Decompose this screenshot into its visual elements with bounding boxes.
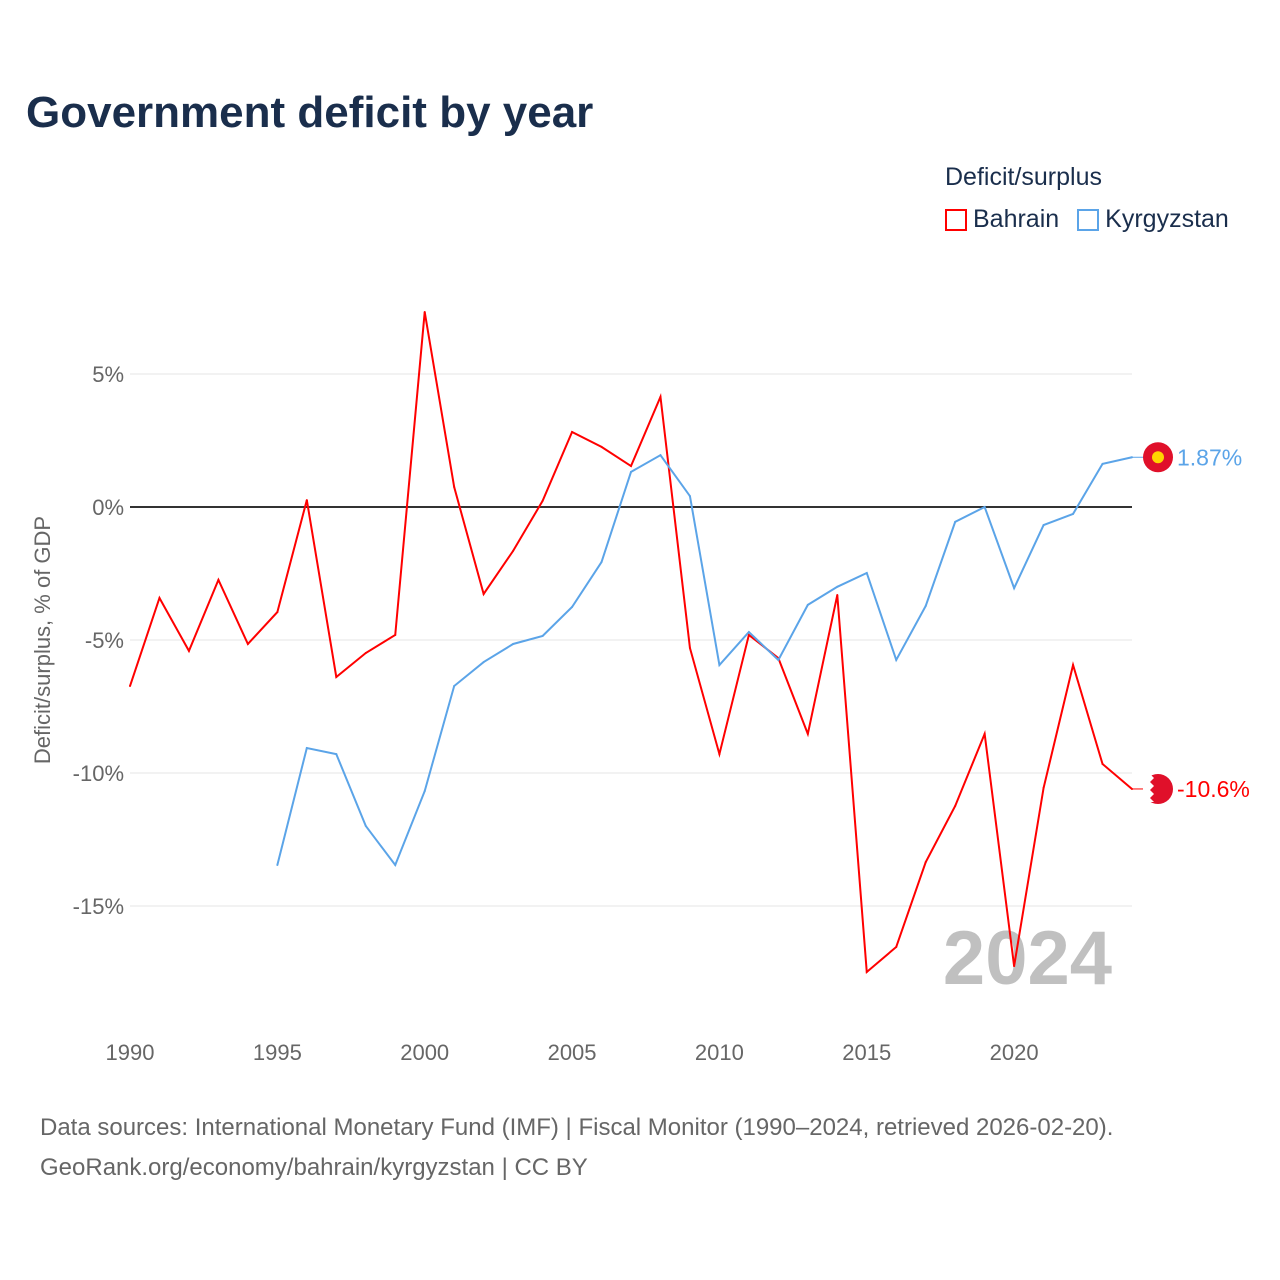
x-tick-label: 2005 <box>548 1040 597 1065</box>
data-point-kyrgyzstan <box>364 824 367 827</box>
y-tick-label: 5% <box>92 362 124 387</box>
legend-label-bahrain: Bahrain <box>973 205 1060 233</box>
data-point-kyrgyzstan <box>394 864 397 867</box>
x-tick-label: 2010 <box>695 1040 744 1065</box>
data-point-bahrain <box>1013 965 1016 968</box>
data-point-kyrgyzstan <box>453 685 456 688</box>
data-point-bahrain <box>895 945 898 948</box>
data-point-kyrgyzstan <box>747 631 750 634</box>
data-point-bahrain <box>600 445 603 448</box>
data-point-bahrain <box>688 646 691 649</box>
data-point-kyrgyzstan <box>512 642 515 645</box>
chart-title: Government deficit by year <box>26 88 594 137</box>
data-point-bahrain <box>630 465 632 468</box>
data-point-bahrain <box>806 732 809 735</box>
data-point-kyrgyzstan <box>423 790 426 793</box>
data-point-bahrain <box>954 804 957 807</box>
data-point-bahrain <box>364 652 367 655</box>
watermark-year: 2024 <box>943 916 1112 1001</box>
data-point-kyrgyzstan <box>305 746 308 749</box>
y-tick-label: -15% <box>73 894 124 919</box>
data-point-bahrain <box>187 649 190 652</box>
data-point-kyrgyzstan <box>659 454 662 457</box>
legend-swatch-bahrain <box>945 208 967 231</box>
data-point-bahrain <box>1072 664 1075 667</box>
data-point-bahrain <box>718 753 721 756</box>
data-point-kyrgyzstan <box>541 635 544 638</box>
y-axis-label: Deficit/surplus, % of GDP <box>30 516 55 764</box>
data-point-kyrgyzstan <box>836 585 839 588</box>
y-tick-label: -10% <box>73 761 124 786</box>
flag-kyrgyzstan-sun <box>1152 451 1164 464</box>
data-point-kyrgyzstan <box>1013 587 1016 590</box>
y-tick-label: -5% <box>85 628 124 653</box>
data-point-bahrain <box>394 633 397 636</box>
data-point-kyrgyzstan <box>1042 524 1045 527</box>
data-point-bahrain <box>571 430 574 433</box>
data-point-kyrgyzstan <box>895 658 898 661</box>
data-point-kyrgyzstan <box>630 470 632 473</box>
data-point-bahrain <box>246 642 249 645</box>
data-point-kyrgyzstan <box>924 604 927 607</box>
data-point-bahrain <box>1042 786 1045 789</box>
data-point-bahrain <box>865 970 868 973</box>
source-line-1: Data sources: International Monetary Fun… <box>40 1114 1114 1141</box>
data-point-bahrain <box>1101 762 1104 765</box>
series-line-kyrgyzstan <box>276 453 1133 868</box>
data-point-bahrain <box>541 499 544 502</box>
data-point-bahrain <box>836 594 839 597</box>
legend-item-bahrain[interactable]: Bahrain <box>945 205 1059 234</box>
legend: Bahrain Kyrgyzstan <box>945 205 1229 234</box>
data-point-kyrgyzstan <box>865 571 868 574</box>
data-point-bahrain <box>512 549 515 552</box>
data-point-kyrgyzstan <box>335 753 338 756</box>
data-point-bahrain <box>924 861 927 864</box>
data-point-kyrgyzstan <box>806 603 809 606</box>
data-point-bahrain <box>983 732 986 735</box>
series-line-bahrain <box>129 311 1133 974</box>
data-point-bahrain <box>276 611 279 614</box>
data-point-kyrgyzstan <box>482 661 485 664</box>
data-point-kyrgyzstan <box>276 864 279 867</box>
x-tick-label: 1990 <box>106 1040 155 1065</box>
data-point-kyrgyzstan <box>1072 512 1075 515</box>
data-point-bahrain <box>747 633 750 636</box>
x-tick-label: 2000 <box>400 1040 449 1065</box>
x-tick-label: 1995 <box>253 1040 302 1065</box>
x-tick-label: 2015 <box>842 1040 891 1065</box>
data-point-kyrgyzstan <box>688 495 691 498</box>
data-point-bahrain <box>305 499 308 502</box>
data-point-kyrgyzstan <box>983 506 986 508</box>
legend-item-kyrgyzstan[interactable]: Kyrgyzstan <box>1077 205 1229 234</box>
data-point-bahrain <box>158 596 161 599</box>
end-value-label-bahrain: -10.6% <box>1177 776 1250 802</box>
data-point-kyrgyzstan <box>777 658 780 661</box>
legend-title: Deficit/surplus <box>945 163 1102 191</box>
data-point-bahrain <box>482 592 485 595</box>
data-point-kyrgyzstan <box>718 664 721 667</box>
legend-label-kyrgyzstan: Kyrgyzstan <box>1105 205 1229 233</box>
data-point-kyrgyzstan <box>954 520 957 523</box>
data-point-bahrain <box>129 685 131 688</box>
data-point-kyrgyzstan <box>571 606 574 609</box>
y-tick-label: 0% <box>92 495 124 520</box>
source-note: Data sources: International Monetary Fun… <box>40 1108 1113 1188</box>
x-tick-label: 2020 <box>990 1040 1039 1065</box>
data-point-bahrain <box>217 578 220 581</box>
data-point-bahrain <box>453 486 456 489</box>
source-line-2[interactable]: GeoRank.org/economy/bahrain/kyrgyzstan |… <box>40 1154 588 1181</box>
legend-swatch-kyrgyzstan <box>1077 208 1100 231</box>
end-value-label-kyrgyzstan: 1.87% <box>1177 444 1242 470</box>
data-point-kyrgyzstan <box>600 561 603 564</box>
data-point-kyrgyzstan <box>1101 462 1104 465</box>
data-point-bahrain <box>335 675 338 678</box>
flag-bahrain-white-band <box>1143 773 1154 802</box>
data-point-bahrain <box>423 311 426 314</box>
data-point-bahrain <box>659 395 662 398</box>
